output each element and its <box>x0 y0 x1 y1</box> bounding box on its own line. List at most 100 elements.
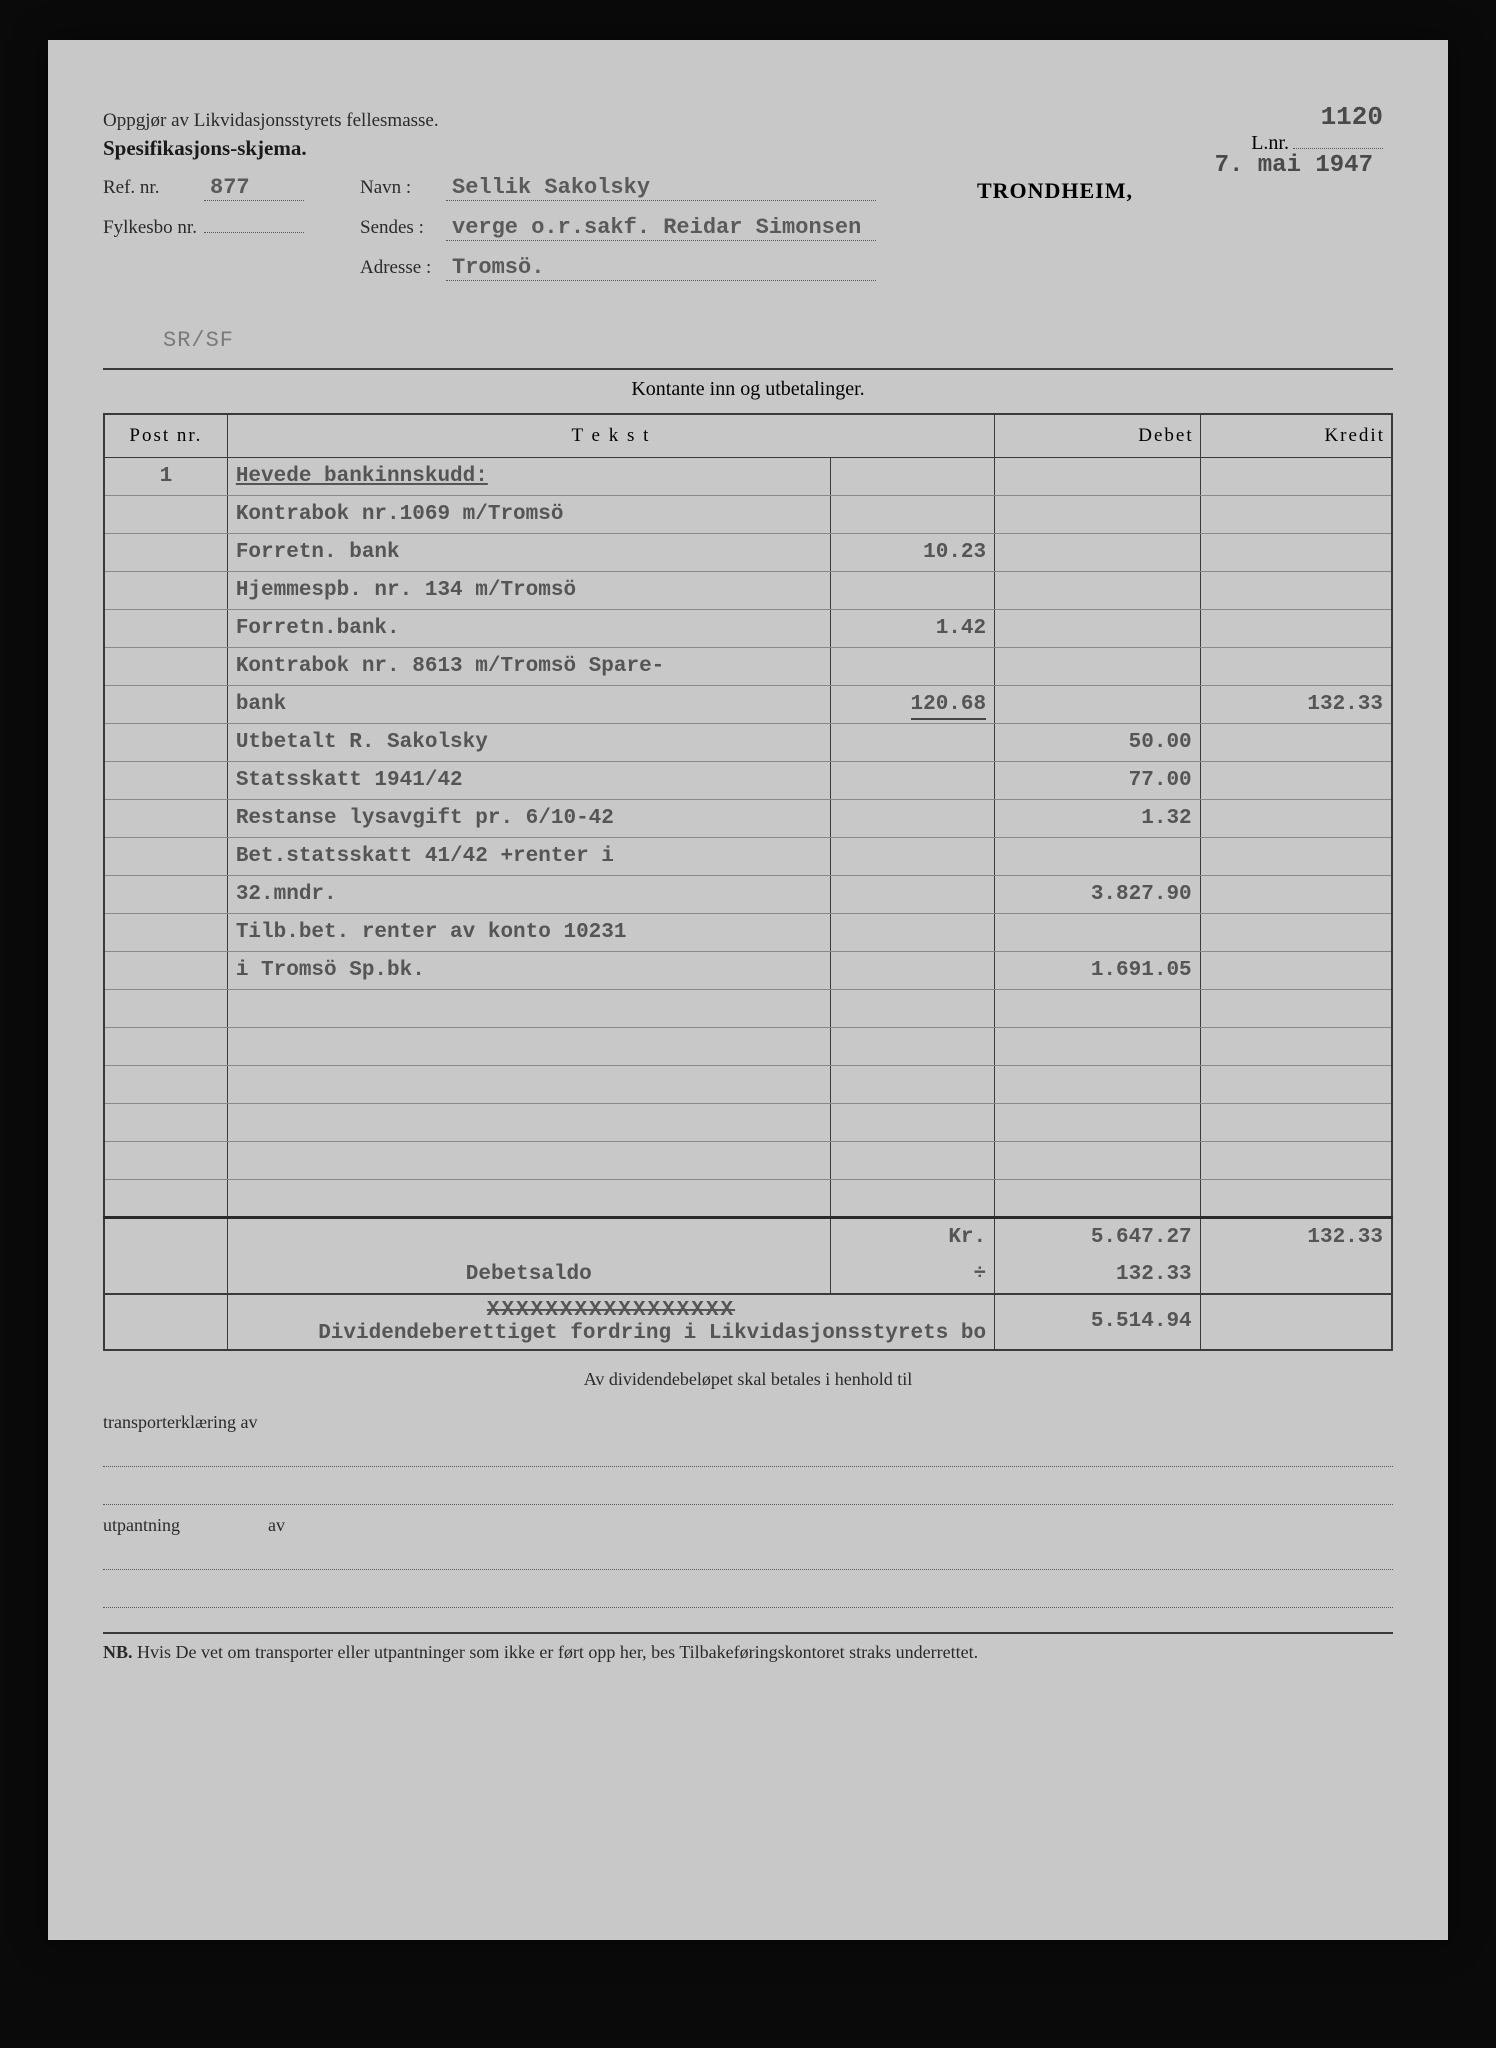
cell-debet <box>995 990 1201 1028</box>
cell-post <box>104 876 227 914</box>
cell-post <box>104 838 227 876</box>
cell-sub: 1.42 <box>830 610 994 648</box>
xed-text: XXXXXXXXXXXXXXXXX <box>236 1299 986 1322</box>
saldo-label: Debetsaldo <box>466 1263 592 1286</box>
cell-post: 1 <box>104 458 227 496</box>
ref-value: 877 <box>204 175 304 201</box>
table-row: 1Hevede bankinnskudd: <box>104 458 1392 496</box>
cell-post <box>104 914 227 952</box>
cell-kredit <box>1200 1104 1392 1142</box>
cell-kredit <box>1200 572 1392 610</box>
totals-dividend-row: XXXXXXXXXXXXXXXXX Dividendeberettiget fo… <box>104 1294 1392 1350</box>
lnr-row: L.nr. <box>1251 110 1383 155</box>
cell-tekst <box>227 1104 830 1142</box>
footer-heading: Av dividendebeløpet skal betales i henho… <box>103 1369 1393 1390</box>
cell-post <box>104 1028 227 1066</box>
cell-tekst: Bet.statsskatt 41/42 +renter i <box>227 838 830 876</box>
cell-debet: 3.827.90 <box>995 876 1201 914</box>
cell-tekst: Hjemmespb. nr. 134 m/Tromsö <box>227 572 830 610</box>
cell-post <box>104 800 227 838</box>
table-row: Restanse lysavgift pr. 6/10-421.32 <box>104 800 1392 838</box>
title-line-1: Oppgjør av Likvidasjonsstyrets fellesmas… <box>103 110 1393 132</box>
transport-row: transporterklæring av <box>103 1412 1393 1433</box>
cell-post <box>104 1180 227 1218</box>
sendes-value: verge o.r.sakf. Reidar Simonsen <box>446 215 876 241</box>
header-row: Post nr. T e k s t Debet Kredit <box>104 414 1392 458</box>
sendes-label: Sendes : <box>360 217 440 239</box>
table-row <box>104 1180 1392 1218</box>
cell-kredit <box>1200 724 1392 762</box>
table-row: Kontrabok nr. 8613 m/Tromsö Spare- <box>104 648 1392 686</box>
cell-kredit <box>1200 534 1392 572</box>
fylkes-value <box>204 232 304 233</box>
cell-kredit <box>1200 876 1392 914</box>
cell-sub <box>830 762 994 800</box>
minus-label: ÷ <box>830 1256 994 1294</box>
document-page: 1120 L.nr. 7. mai 1947 Oppgjør av Likvid… <box>48 40 1448 1940</box>
cell-kredit <box>1200 914 1392 952</box>
cell-tekst: Kontrabok nr. 8613 m/Tromsö Spare- <box>227 648 830 686</box>
cell-sub <box>830 1142 994 1180</box>
cell-sub <box>830 496 994 534</box>
ledger-body: 1Hevede bankinnskudd:Kontrabok nr.1069 m… <box>104 458 1392 1218</box>
table-row: Forretn.bank.1.42 <box>104 610 1392 648</box>
nb-text: Hvis De vet om transporter eller utpantn… <box>137 1642 978 1662</box>
cell-tekst: Kontrabok nr.1069 m/Tromsö <box>227 496 830 534</box>
cell-kredit <box>1200 1028 1392 1066</box>
cell-tekst: Forretn.bank. <box>227 610 830 648</box>
table-row: i Tromsö Sp.bk.1.691.05 <box>104 952 1392 990</box>
table-row: Forretn. bank10.23 <box>104 534 1392 572</box>
cell-tekst <box>227 1180 830 1218</box>
kr-label: Kr. <box>830 1218 994 1256</box>
cell-debet <box>995 610 1201 648</box>
city-label: TRONDHEIM, <box>977 178 1133 204</box>
blank-line <box>103 1477 1393 1505</box>
section-title: Kontante inn og utbetalinger. <box>103 370 1393 413</box>
table-row: bank120.68132.33 <box>104 686 1392 724</box>
dividend-label: Dividendeberettiget fordring i Likvidasj… <box>318 1322 986 1345</box>
totals-minus-row: Debetsaldo ÷ 132.33 <box>104 1256 1392 1294</box>
transport-label: transporterklæring av <box>103 1412 257 1433</box>
table-row: Bet.statsskatt 41/42 +renter i <box>104 838 1392 876</box>
cell-sub <box>830 1104 994 1142</box>
fylkes-label: Fylkesbo nr. <box>103 217 198 239</box>
totals-kr-row: Kr. 5.647.27 132.33 <box>104 1218 1392 1256</box>
cell-sub <box>830 1066 994 1104</box>
cell-sub: 10.23 <box>830 534 994 572</box>
cell-debet <box>995 838 1201 876</box>
clerk-initials: SR/SF <box>163 328 234 353</box>
col-tekst: T e k s t <box>227 414 994 458</box>
totals-body: Kr. 5.647.27 132.33 Debetsaldo ÷ 132.33 … <box>104 1218 1392 1350</box>
cell-post <box>104 990 227 1028</box>
table-row <box>104 990 1392 1028</box>
cell-debet: 50.00 <box>995 724 1201 762</box>
table-row: 32.mndr.3.827.90 <box>104 876 1392 914</box>
cell-tekst: Tilb.bet. renter av konto 10231 <box>227 914 830 952</box>
cell-tekst <box>227 1028 830 1066</box>
cell-post <box>104 648 227 686</box>
adresse-value: Tromsö. <box>446 255 876 281</box>
cell-debet <box>995 914 1201 952</box>
cell-debet: 1.691.05 <box>995 952 1201 990</box>
cell-sub <box>830 800 994 838</box>
col-post: Post nr. <box>104 414 227 458</box>
cell-sub <box>830 1180 994 1218</box>
cell-kredit <box>1200 762 1392 800</box>
blank-line <box>103 1542 1393 1570</box>
cell-sub <box>830 724 994 762</box>
table-row <box>104 1142 1392 1180</box>
cell-post <box>104 534 227 572</box>
cell-sub <box>830 914 994 952</box>
cell-debet <box>995 534 1201 572</box>
cell-debet <box>995 458 1201 496</box>
title-line-2: Spesifikasjons-skjema. <box>103 136 1393 161</box>
table-row: Tilb.bet. renter av konto 10231 <box>104 914 1392 952</box>
cell-tekst: bank <box>227 686 830 724</box>
cell-kredit <box>1200 990 1392 1028</box>
cell-debet <box>995 572 1201 610</box>
cell-debet <box>995 1142 1201 1180</box>
table-row <box>104 1028 1392 1066</box>
table-row <box>104 1066 1392 1104</box>
cell-kredit <box>1200 1142 1392 1180</box>
table-row: Statsskatt 1941/4277.00 <box>104 762 1392 800</box>
